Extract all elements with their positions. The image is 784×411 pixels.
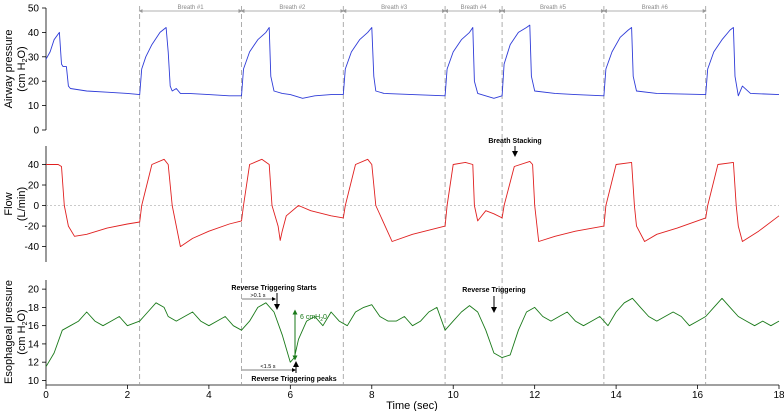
rt-starts-label: Reverse Triggering Starts: [231, 285, 316, 292]
pes-ylabel-line2: (cm H2O): [16, 309, 29, 354]
pes-ylabel-sub: 2: [22, 321, 29, 325]
paw-ylabel-sub: 2: [22, 58, 29, 62]
breath-label: Breath #5: [540, 5, 567, 11]
flow-series-line: [46, 158, 780, 248]
six-cm-label: 6 cmH20: [300, 314, 327, 323]
x-tick-label: 2: [125, 390, 131, 401]
breath-stacking-label: Breath Stacking: [488, 138, 541, 145]
x-tick-label: 10: [448, 390, 460, 401]
breath-label: Breath #6: [642, 5, 669, 11]
flow-ylabel-line1: Flow: [3, 192, 15, 215]
paw-y-tick-label: 20: [28, 77, 40, 88]
paw-y-tick-label: 0: [33, 126, 39, 137]
paw-series-line: [45, 24, 780, 99]
pes-ylabel-main: (cm H: [16, 325, 28, 354]
paw-y-tick-label: 50: [28, 4, 40, 15]
paw-ylabel-main: (cm H: [16, 62, 28, 91]
six-cm-post: 0: [323, 314, 327, 321]
paw-y-tick-label: 40: [28, 28, 40, 39]
paw-y-tick-label: 10: [28, 101, 40, 112]
six-cm-main: 6 cmH: [300, 314, 320, 321]
pes-y-tick-label: 14: [28, 339, 40, 350]
breath-label: Breath #2: [279, 5, 306, 11]
x-tick-label: 6: [288, 390, 294, 401]
breath-guides: Breath #1 Breath #2 Breath #3 Breath #4 Brea…: [138, 5, 707, 385]
lt-15-label: <1.5 s: [260, 364, 275, 370]
tick-layer: 0 2 4 6 8 10 12 14 16 185040302010040200-20-40201…: [25, 4, 784, 402]
x-tick-label: 8: [369, 390, 375, 401]
flow-y-tick-label: 0: [33, 201, 39, 212]
flow-y-tick-label: 40: [28, 160, 40, 171]
six-cm-sub: 2: [320, 317, 323, 323]
breath-label: Breath #4: [461, 5, 488, 11]
x-axis-label: Time (sec): [386, 400, 438, 411]
paw-y-tick-label: 30: [28, 52, 40, 63]
breath-label: Breath #1: [178, 5, 205, 11]
pes-y-tick-label: 20: [28, 285, 40, 296]
pes-y-tick-label: 16: [28, 321, 40, 332]
x-tick-label: 16: [692, 390, 704, 401]
x-tick-label: 14: [611, 390, 623, 401]
series-layer: [45, 24, 780, 367]
pes-series-line: [45, 297, 780, 367]
x-tick-label: 12: [529, 390, 541, 401]
pes-ylabel-line1: Esophageal pressure: [3, 280, 15, 384]
pes-ylabel-end: O): [16, 309, 28, 321]
breath-label: Breath #3: [381, 5, 408, 11]
paw-ylabel-line1: Airway pressure: [3, 30, 15, 109]
pes-y-tick-label: 18: [28, 303, 40, 314]
annotations: Breath Stacking Reverse Triggering Start…: [231, 138, 541, 383]
axes: [45, 8, 779, 386]
flow-ylabel-line2: (L/min): [16, 187, 28, 221]
rt-peaks-label: Reverse Triggering peaks: [251, 376, 336, 383]
x-tick-label: 0: [43, 390, 49, 401]
rt-label: Reverse Triggering: [462, 287, 525, 294]
flow-y-tick-label: -40: [25, 242, 40, 253]
pes-y-tick-label: 10: [28, 376, 40, 387]
flow-y-tick-label: 20: [28, 181, 40, 192]
x-tick-label: 18: [773, 390, 784, 401]
x-tick-label: 4: [206, 390, 212, 401]
paw-ylabel-line2: (cm H2O): [16, 46, 29, 91]
flow-y-tick-label: -20: [25, 222, 40, 233]
paw-ylabel-end: O): [16, 46, 28, 58]
pes-y-tick-label: 12: [28, 358, 40, 369]
gt-01-label: >0.1 s: [250, 293, 265, 299]
